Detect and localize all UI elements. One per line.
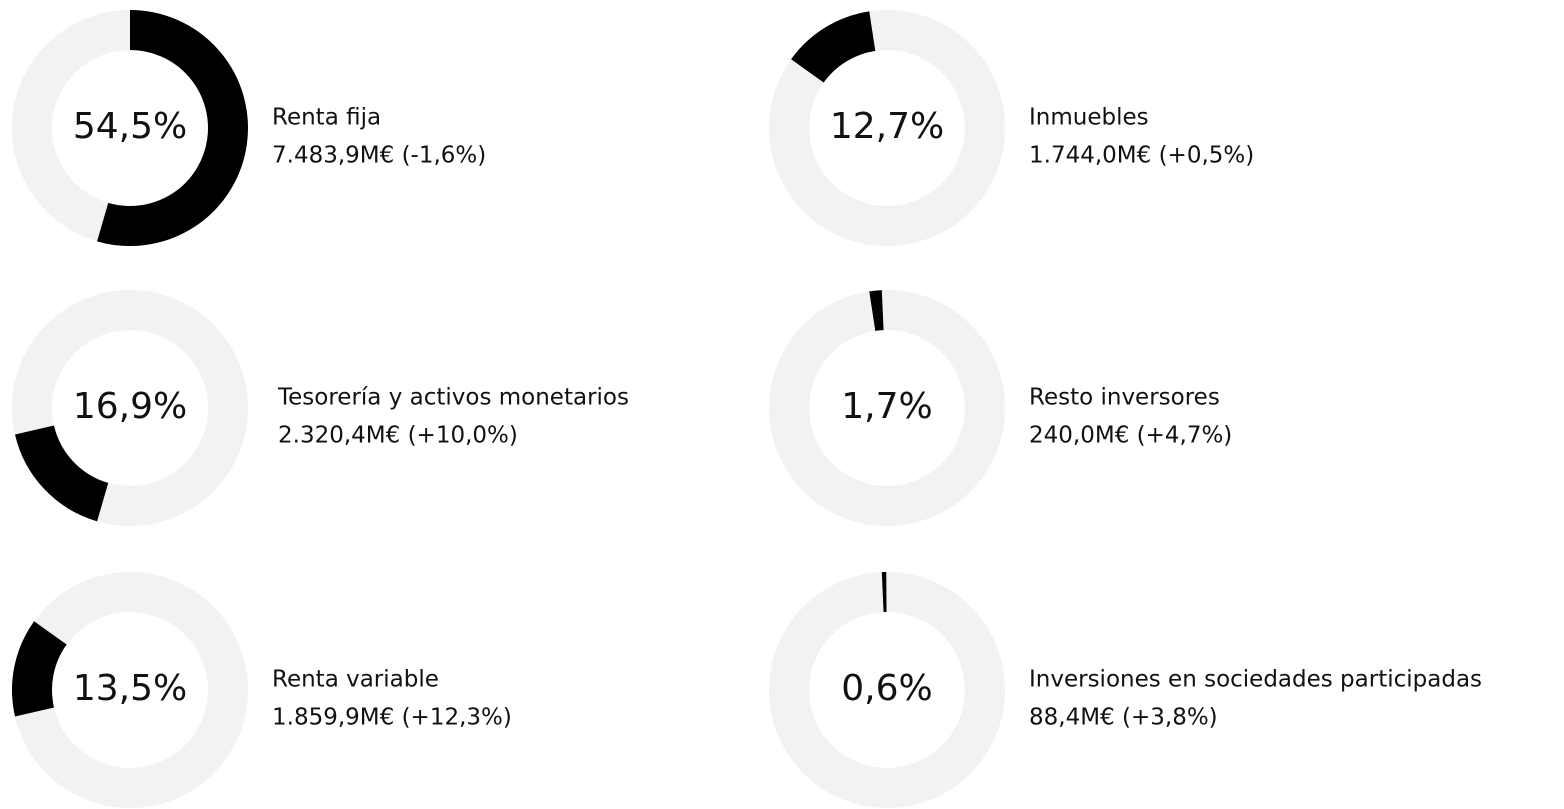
item-detail: 88,4M€ (+3,8%) bbox=[1029, 705, 1218, 731]
donut-percent: 1,7% bbox=[841, 386, 932, 427]
donut-percent: 0,6% bbox=[841, 668, 932, 709]
donut-percent: 54,5% bbox=[73, 106, 187, 147]
item-detail: 7.483,9M€ (-1,6%) bbox=[272, 143, 486, 169]
item-name: Renta fija bbox=[272, 105, 381, 131]
donut-track bbox=[769, 10, 1005, 246]
donut-track bbox=[769, 572, 1005, 808]
donut-segment bbox=[791, 11, 876, 84]
item-detail: 1.744,0M€ (+0,5%) bbox=[1029, 143, 1254, 169]
item-name: Renta variable bbox=[272, 667, 439, 693]
item-name: Resto inversores bbox=[1029, 385, 1220, 411]
donut-percent: 12,7% bbox=[830, 106, 944, 147]
donut-percent: 13,5% bbox=[73, 668, 187, 709]
donut-percent: 16,9% bbox=[73, 386, 187, 427]
donut-track bbox=[12, 290, 248, 526]
donut-track bbox=[769, 290, 1005, 526]
donut-segment bbox=[97, 10, 248, 246]
item-detail: 240,0M€ (+4,7%) bbox=[1029, 423, 1232, 449]
item-detail: 2.320,4M€ (+10,0%) bbox=[278, 423, 518, 449]
item-name: Inmuebles bbox=[1029, 105, 1149, 131]
donut-segment bbox=[12, 621, 68, 717]
donut-segment bbox=[15, 424, 109, 522]
item-name: Inversiones en sociedades participadas bbox=[1029, 667, 1482, 693]
donut-segment bbox=[869, 290, 884, 331]
item-detail: 1.859,9M€ (+12,3%) bbox=[272, 705, 512, 731]
item-name: Tesorería y activos monetarios bbox=[277, 385, 629, 411]
